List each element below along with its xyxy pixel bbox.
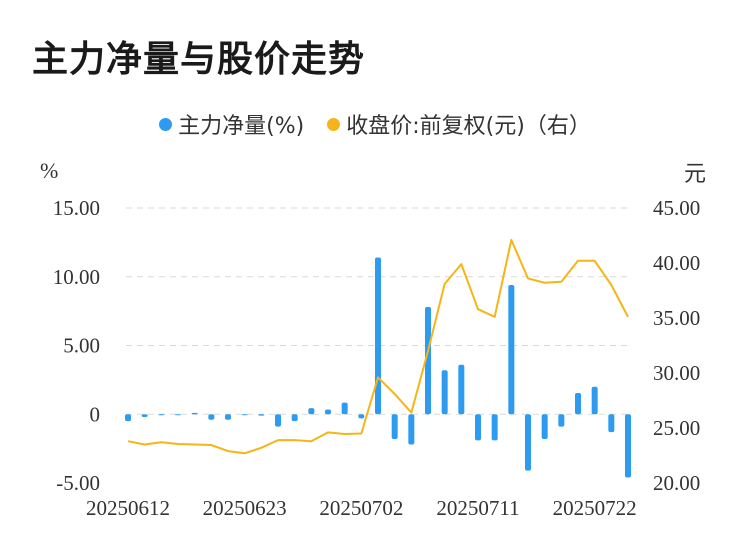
close-price-line <box>127 238 629 455</box>
net-volume-bar <box>475 414 481 441</box>
right-axis-tick-label: 25.00 <box>653 416 700 440</box>
net-volume-bar <box>441 370 448 415</box>
net-volume-bar <box>325 409 331 415</box>
net-volume-bar <box>525 414 531 471</box>
x-axis-tick-label: 20250612 <box>86 496 170 520</box>
net-volume-bar <box>591 386 598 415</box>
net-volume-bar <box>158 414 165 416</box>
left-axis-tick-label: 0 <box>90 402 101 426</box>
x-axis-tick-label: 20250623 <box>203 496 287 520</box>
left-axis-unit: % <box>40 158 59 183</box>
right-axis-tick-label: 20.00 <box>653 471 700 495</box>
net-volume-bar <box>258 414 265 416</box>
net-volume-bar <box>491 414 498 441</box>
legend-marker-close-price <box>327 117 341 131</box>
legend-label-close-price: 收盘价:前复权(元)（右） <box>346 114 591 139</box>
net-volume-bar <box>408 414 415 445</box>
right-axis-tick-label: 45.00 <box>653 196 700 220</box>
left-axis-tick-label: -5.00 <box>56 471 100 495</box>
net-volume-bar <box>125 414 131 422</box>
chart-title: 主力净量与股价走势 <box>32 39 366 80</box>
net-volume-bar <box>575 392 581 415</box>
right-axis-unit: 元 <box>684 162 707 187</box>
right-axis-tick-label: 40.00 <box>653 251 700 275</box>
legend-label-net-volume: 主力净量(%) <box>178 114 305 139</box>
net-volume-bar <box>558 414 565 427</box>
right-axis-tick-label: 30.00 <box>653 361 700 385</box>
x-axis-tick-label: 20250722 <box>553 496 637 520</box>
x-axis-tick-label: 20250711 <box>436 496 519 520</box>
net-volume-bar <box>375 257 381 415</box>
legend-item-net-volume[interactable]: 主力净量(%) <box>159 108 304 140</box>
left-axis-tick-label: 5.00 <box>63 334 100 358</box>
net-volume-bar <box>191 412 198 415</box>
net-volume-bar <box>458 364 465 415</box>
legend: 主力净量(%) 收盘价:前复权(元)（右） <box>0 108 750 140</box>
legend-item-close-price[interactable]: 收盘价:前复权(元)（右） <box>327 108 591 140</box>
right-axis-tick-label: 35.00 <box>653 306 700 330</box>
x-axis-tick-label: 20250702 <box>319 496 403 520</box>
net-volume-bar <box>175 414 181 416</box>
net-volume-bar <box>275 414 281 427</box>
net-volume-bar <box>208 414 215 420</box>
net-volume-bar <box>358 414 365 419</box>
net-volume-bar <box>241 414 248 416</box>
net-volume-bar <box>141 414 148 417</box>
left-axis-tick-label: 10.00 <box>53 265 100 289</box>
net-volume-bar <box>225 414 231 420</box>
net-volume-bar <box>541 414 548 439</box>
legend-marker-net-volume <box>159 117 173 131</box>
net-volume-bar <box>391 414 398 439</box>
net-volume-bar <box>608 414 615 433</box>
left-axis-tick-label: 15.00 <box>53 196 100 220</box>
net-volume-bar <box>308 408 315 415</box>
net-volume-bar <box>291 414 298 422</box>
net-volume-bar <box>425 307 431 415</box>
net-volume-bar <box>508 285 515 415</box>
net-volume-bar <box>341 402 348 415</box>
net-volume-bar <box>625 414 631 478</box>
